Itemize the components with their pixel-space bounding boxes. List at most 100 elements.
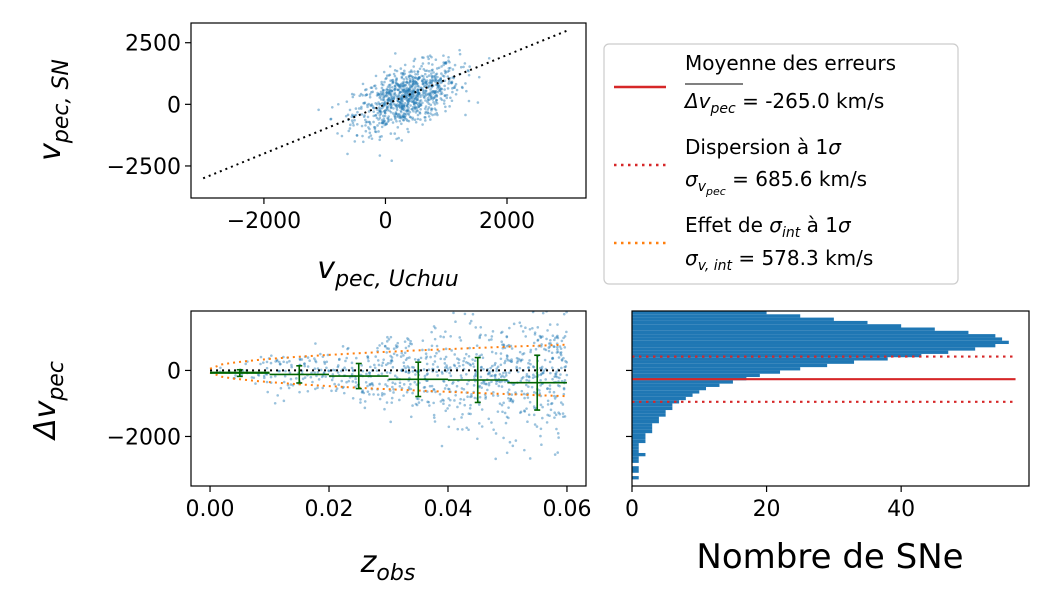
tl-scatter-point — [382, 92, 385, 95]
tl-scatter-point — [406, 81, 409, 84]
bl-sigma-int-lower — [209, 371, 568, 398]
tl-scatter-point — [443, 61, 447, 65]
tl-scatter-point — [406, 93, 410, 97]
histogram-bar — [632, 429, 653, 434]
bl-scatter-point — [368, 393, 371, 396]
tl-scatter-point — [389, 118, 393, 121]
tl-scatter-point — [393, 88, 396, 91]
bl-scatter-point — [466, 382, 469, 386]
bl-scatter-point — [546, 387, 549, 390]
bl-scatter-point — [524, 335, 528, 338]
bl-scatter-point — [319, 368, 323, 372]
tl-scatter-point — [391, 80, 395, 84]
bl-scatter-point — [503, 361, 506, 365]
tl-scatter-point — [422, 56, 425, 59]
tl-scatter-point — [378, 154, 382, 157]
histogram-bar — [632, 410, 666, 414]
bl-scatter-point — [282, 360, 285, 364]
bl-scatter-point — [402, 364, 406, 368]
tl-scatter-point — [424, 69, 427, 73]
bl-scatter-point — [389, 359, 393, 363]
tl-scatter-point — [439, 81, 442, 85]
bl-scatter-point — [529, 362, 532, 366]
bl-scatter-point — [516, 359, 520, 363]
bl-scatter-point — [521, 352, 524, 356]
bl-scatter-point — [500, 385, 504, 388]
bl-scatter-point — [394, 344, 398, 347]
bl-scatter-point — [376, 393, 380, 396]
tl-scatter-point — [380, 110, 383, 114]
bl-scatter-point — [555, 351, 559, 354]
tl-scatter-point — [388, 83, 392, 87]
tl-scatter-point — [407, 130, 410, 134]
tl-scatter-point — [373, 130, 377, 133]
bl-scatter-point — [395, 353, 399, 357]
tl-scatter-point — [362, 115, 366, 119]
bl-scatter-point — [461, 412, 464, 416]
bl-scatter-point — [561, 403, 565, 406]
bl-scatter-point — [511, 400, 515, 404]
tl-scatter-point — [413, 87, 416, 91]
bl-scatter-point — [543, 347, 546, 351]
bl-scatter-point — [473, 375, 476, 378]
bl-scatter-point — [500, 403, 504, 407]
tl-scatter-point — [398, 100, 402, 104]
bl-scatter-point — [499, 357, 503, 361]
bl-scatter-point — [460, 376, 463, 380]
tl-scatter-point — [444, 70, 448, 74]
tl-scatter-point — [395, 104, 398, 107]
bl-scatter-point — [439, 335, 442, 338]
tl-scatter-point — [386, 108, 389, 112]
tl-scatter-point — [362, 140, 365, 144]
tl-scatter-point — [403, 97, 407, 101]
bl-scatter-point — [479, 293, 482, 296]
tl-scatter-point — [421, 80, 424, 83]
bl-scatter-point — [502, 343, 505, 347]
tl-scatter-point — [412, 80, 415, 83]
bl-scatter-point — [404, 358, 408, 362]
tl-scatter-point — [414, 76, 417, 79]
tl-scatter-point — [433, 96, 436, 99]
bl-scatter-point — [565, 311, 568, 314]
bl-scatter-point — [554, 413, 558, 417]
tl-scatter-point — [421, 62, 425, 65]
tl-scatter-point — [427, 92, 430, 95]
tl-scatter-point — [365, 93, 369, 96]
bl-scatter-point — [447, 387, 450, 391]
tl-scatter-point — [419, 103, 423, 107]
tl-scatter-point — [423, 82, 426, 85]
bl-frame — [190, 310, 587, 487]
bl-scatter-point — [360, 390, 364, 394]
tl-scatter-point — [412, 94, 416, 98]
bl-scatter-point — [556, 350, 560, 354]
bl-scatter-point — [523, 410, 527, 413]
tl-scatter-point — [368, 127, 371, 131]
bl-scatter-point — [556, 336, 560, 340]
bl-scatter-point — [273, 401, 277, 405]
tl-scatter-point — [398, 86, 402, 90]
tl-scatter-point — [373, 84, 377, 87]
bl-scatter-point — [512, 383, 515, 387]
tl-scatter-point — [448, 66, 452, 70]
tl-scatter-point — [398, 100, 402, 104]
bl-ytick-label: 0 — [167, 359, 181, 384]
tl-scatter-point — [366, 115, 370, 119]
tl-ytick-label: −2500 — [107, 155, 181, 180]
bl-scatter-point — [458, 364, 461, 368]
tl-scatter-point — [447, 69, 451, 73]
bl-scatter-point — [549, 371, 552, 375]
bl-scatter-point — [458, 336, 462, 339]
tl-scatter-point — [424, 119, 427, 122]
bl-scatter-point — [562, 336, 565, 340]
bl-scatter-point — [480, 365, 483, 369]
bl-scatter-point — [527, 366, 531, 369]
bl-scatter-point — [395, 376, 399, 380]
tl-scatter-point — [427, 74, 431, 77]
bl-xtick-label: 0.04 — [423, 497, 472, 522]
bl-scatter-point — [301, 377, 305, 381]
bl-scatter-point — [460, 387, 464, 390]
bl-scatter-point — [427, 400, 431, 404]
bl-scatter-point — [265, 366, 269, 370]
tl-scatter-point — [369, 104, 372, 107]
bl-scatter-point — [554, 372, 558, 376]
